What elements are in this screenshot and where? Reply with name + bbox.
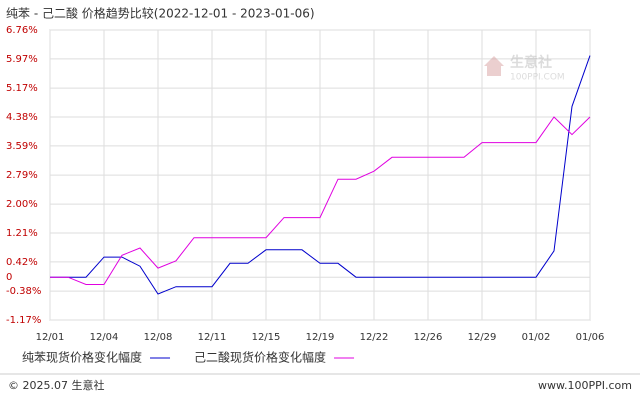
x-tick-label: 12/22 [360,332,389,343]
x-tick-label: 01/02 [522,332,551,343]
watermark: 生意社 100PPI.COM [484,54,565,83]
y-tick-label: -0.38% [6,286,41,297]
y-tick-label: 2.79% [6,170,38,181]
y-tick-label: 3.59% [6,141,38,152]
footer-copyright: © 2025.07 生意社 [8,378,104,392]
y-tick-label: -1.17% [6,315,41,326]
x-tick-label: 12/04 [90,332,119,343]
legend-label: 己二酸现货价格变化幅度 [194,350,326,365]
chart-title: 纯苯 - 己二酸 价格趋势比较(2022-12-01 - 2023-01-06) [6,6,315,21]
series-line [50,116,591,285]
y-tick-label: 1.21% [6,228,38,239]
series-line [50,55,591,295]
y-tick-label: 2.00% [6,199,38,210]
x-tick-label: 01/06 [576,332,605,343]
y-tick-label: 0 [6,272,12,283]
y-tick-label: 6.76% [6,25,38,36]
y-tick-label: 0.42% [6,257,38,268]
x-tick-label: 12/29 [468,332,497,343]
watermark-logo [484,56,504,76]
x-tick-label: 12/01 [36,332,65,343]
y-tick-label: 5.97% [6,54,38,65]
x-tick-label: 12/08 [144,332,173,343]
legend-label: 纯苯现货价格变化幅度 [22,350,142,365]
x-tick-label: 12/19 [306,332,335,343]
y-tick-label: 4.38% [6,112,38,123]
x-tick-label: 12/26 [414,332,443,343]
y-tick-label: 5.17% [6,83,38,94]
x-tick-label: 12/15 [252,332,281,343]
watermark-name: 生意社 [510,54,552,71]
watermark-site: 100PPI.COM [510,73,565,83]
footer-site: www.100PPI.com [538,379,632,392]
x-tick-label: 12/11 [198,332,227,343]
